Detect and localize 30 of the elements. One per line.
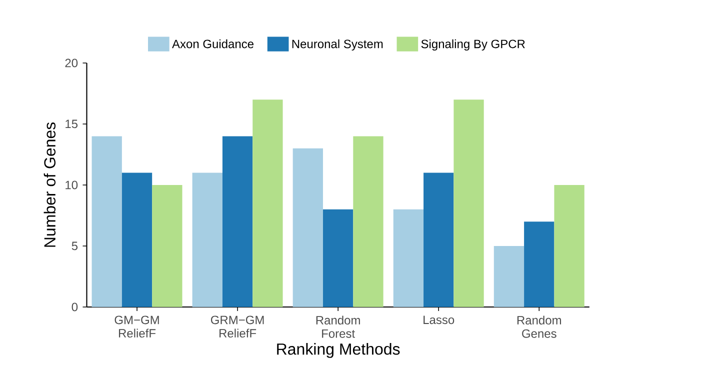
y-axis-title: Number of Genes xyxy=(44,122,56,247)
bar xyxy=(222,136,253,307)
bar xyxy=(92,136,122,307)
bar xyxy=(524,222,554,307)
bar xyxy=(353,136,384,307)
y-tick-label: 5 xyxy=(72,242,78,250)
x-tick-label: Random Genes xyxy=(517,316,562,338)
bar xyxy=(122,172,152,307)
bar xyxy=(494,246,524,307)
bar xyxy=(393,209,424,307)
y-tick-label: 15 xyxy=(66,120,78,128)
x-axis-title: Ranking Methods xyxy=(277,343,400,358)
legend-label: Neuronal System xyxy=(292,39,383,51)
y-tick-label: 20 xyxy=(65,58,78,68)
bar xyxy=(554,184,584,307)
bar xyxy=(322,209,354,307)
legend-label: Axon Guidance xyxy=(172,39,254,48)
bar xyxy=(424,172,454,307)
bar xyxy=(252,100,283,307)
y-tick-label: 10 xyxy=(66,180,78,190)
bar xyxy=(192,172,222,307)
bar xyxy=(152,184,182,307)
x-tick-label: GRM−GM ReliefF xyxy=(210,316,264,338)
x-tick-label: Lasso xyxy=(424,316,454,324)
bar xyxy=(292,148,323,307)
x-tick-label: Random Forest xyxy=(316,316,360,338)
legend-label: Signaling By GPCR xyxy=(421,39,525,51)
bar xyxy=(454,100,484,307)
x-tick-label: GM−GM ReliefF xyxy=(114,316,159,338)
y-tick-label: 0 xyxy=(72,302,78,312)
